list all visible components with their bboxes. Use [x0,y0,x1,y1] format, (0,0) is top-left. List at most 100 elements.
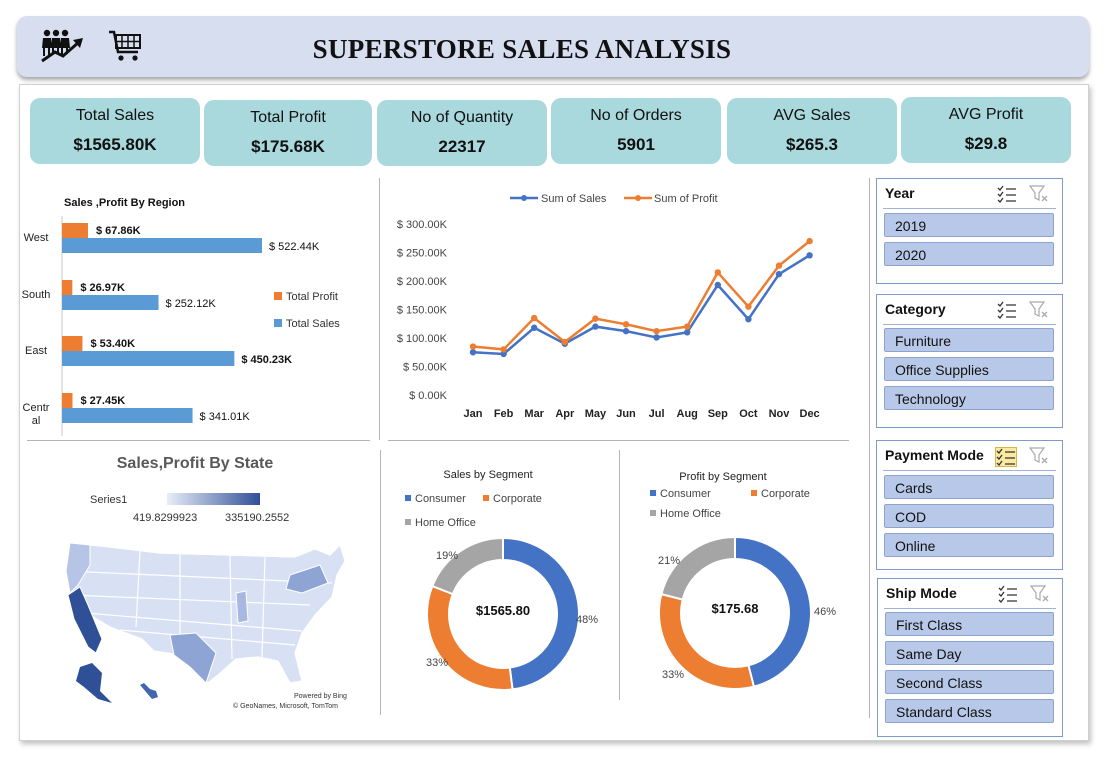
map-state-hawaii [140,683,158,699]
map-color-scale [167,493,260,505]
donut-center-value: $1565.80 [476,603,530,618]
x-tick-label: Dec [800,408,820,420]
point-profit [469,343,477,350]
legend-label-corporate: Corporate [761,488,810,500]
region-bar-chart: Sales ,Profit By Region West $ 67.86K $ 52… [22,197,340,436]
series-line-profit [472,240,811,351]
slicer-item-same-day[interactable]: Same Day [885,641,1054,665]
legend-label-home-office: Home Office [415,517,476,529]
legend-label-sales: Total Sales [286,318,340,330]
x-tick-label: Apr [555,408,575,420]
kpi-label: AVG Profit [948,106,1024,123]
x-tick-label: Aug [677,408,698,420]
point-sales [684,329,691,336]
point-profit [592,315,599,322]
donut-slice-consumer [502,536,580,691]
map-min-label: 419.8299923 [133,512,198,524]
region-category-label: East [25,345,47,357]
kpi-value: $265.3 [786,135,838,154]
point-profit [531,314,538,322]
map-state-illinois [235,590,249,624]
donut-title: Profit by Segment [679,471,766,483]
slicer-item-second-class[interactable]: Second Class [885,670,1054,694]
legend-label-profit: Total Profit [286,291,338,303]
multi-select-icon[interactable] [997,185,1017,203]
bar-label-sales: $ 522.44K [269,241,320,253]
clear-filter-icon[interactable] [1028,447,1049,465]
x-tick-label: Jul [649,408,665,420]
legend-swatch-profit [274,292,282,300]
bar-label-profit: $ 67.86K [96,225,141,237]
y-tick-label: $ 0.00K [409,390,448,402]
legend-swatch-corporate [483,495,489,501]
legend-swatch-corporate [751,490,757,496]
y-tick-label: $ 250.00K [397,248,448,260]
donut-percent-label: 19% [436,550,458,562]
shopping-cart-icon [107,28,143,64]
kpi-card-avg-profit: AVG Profit $29.8 [901,97,1071,163]
point-profit [500,346,507,353]
slicer-item-first-class[interactable]: First Class [885,612,1054,636]
profit-segment-donut: Profit by Segment Consumer Corporate Hom… [650,471,836,690]
slicer-item-office-supplies[interactable]: Office Supplies [884,357,1054,381]
map-state-borders [65,546,333,660]
divider [380,450,381,715]
region-category-label: South [22,289,51,301]
multi-select-icon[interactable] [997,301,1017,319]
kpi-card-total-sales: Total Sales $1565.80K [30,98,200,164]
y-tick-label: $ 100.00K [397,333,448,345]
point-sales [775,270,783,278]
legend-label-sales: Sum of Sales [541,193,607,205]
clear-filter-icon[interactable] [1028,185,1049,203]
clear-filter-icon[interactable] [1029,585,1050,603]
point-sales [531,324,538,331]
region-category-label: al [32,415,41,427]
bar-profit [62,280,73,295]
slicer-item-furniture[interactable]: Furniture [884,328,1054,352]
slicer-item-online[interactable]: Online [884,533,1054,557]
map-max-label: 335190.2552 [225,512,290,524]
bar-sales [62,408,193,423]
clear-filter-icon[interactable] [1028,301,1049,319]
legend-label-home-office: Home Office [660,508,721,520]
legend-swatch-consumer [650,490,656,496]
donut-title: Sales by Segment [443,469,532,481]
dashboard-header: SUPERSTORE SALES ANALYSIS [17,16,1089,77]
kpi-label: Total Profit [250,109,326,126]
multi-select-icon[interactable] [998,585,1018,603]
x-tick-label: Nov [769,408,791,420]
kpi-label: AVG Sales [773,107,851,124]
slicer-item-technology[interactable]: Technology [884,386,1054,410]
x-tick-label: Mar [524,408,544,420]
point-sales [469,349,477,356]
point-profit [653,327,660,335]
slicer-divider [883,470,1056,471]
divider [619,450,620,700]
slicer-item-2019[interactable]: 2019 [884,213,1054,237]
point-sales [714,281,721,289]
map-state-new-york [285,564,329,594]
slicer-item-standard-class[interactable]: Standard Class [885,699,1054,723]
region-category-label: Centr [23,402,50,414]
legend-swatch-home-office [405,519,411,525]
region-chart-title: Sales ,Profit By Region [64,197,185,209]
slicer-payment-mode: Payment Mode Cards COD Online [876,440,1063,570]
y-tick-label: $ 300.00K [397,219,448,231]
kpi-card-orders: No of Orders 5901 [551,98,721,164]
legend-marker-profit [635,195,641,201]
legend-label-corporate: Corporate [493,493,542,505]
donut-slice-consumer [734,535,812,688]
multi-select-icon[interactable] [995,447,1017,467]
point-profit [561,338,568,346]
divider [27,440,370,441]
slicer-title: Payment Mode [885,447,984,463]
slicer-item-2020[interactable]: 2020 [884,242,1054,266]
point-sales [745,315,752,323]
slicer-item-cards[interactable]: Cards [884,475,1054,499]
point-sales [806,252,813,259]
slicer-title: Year [885,185,915,201]
slicer-divider [884,608,1056,609]
slicer-divider [883,208,1056,209]
kpi-value: $175.68K [251,137,325,156]
slicer-item-cod[interactable]: COD [884,504,1054,528]
